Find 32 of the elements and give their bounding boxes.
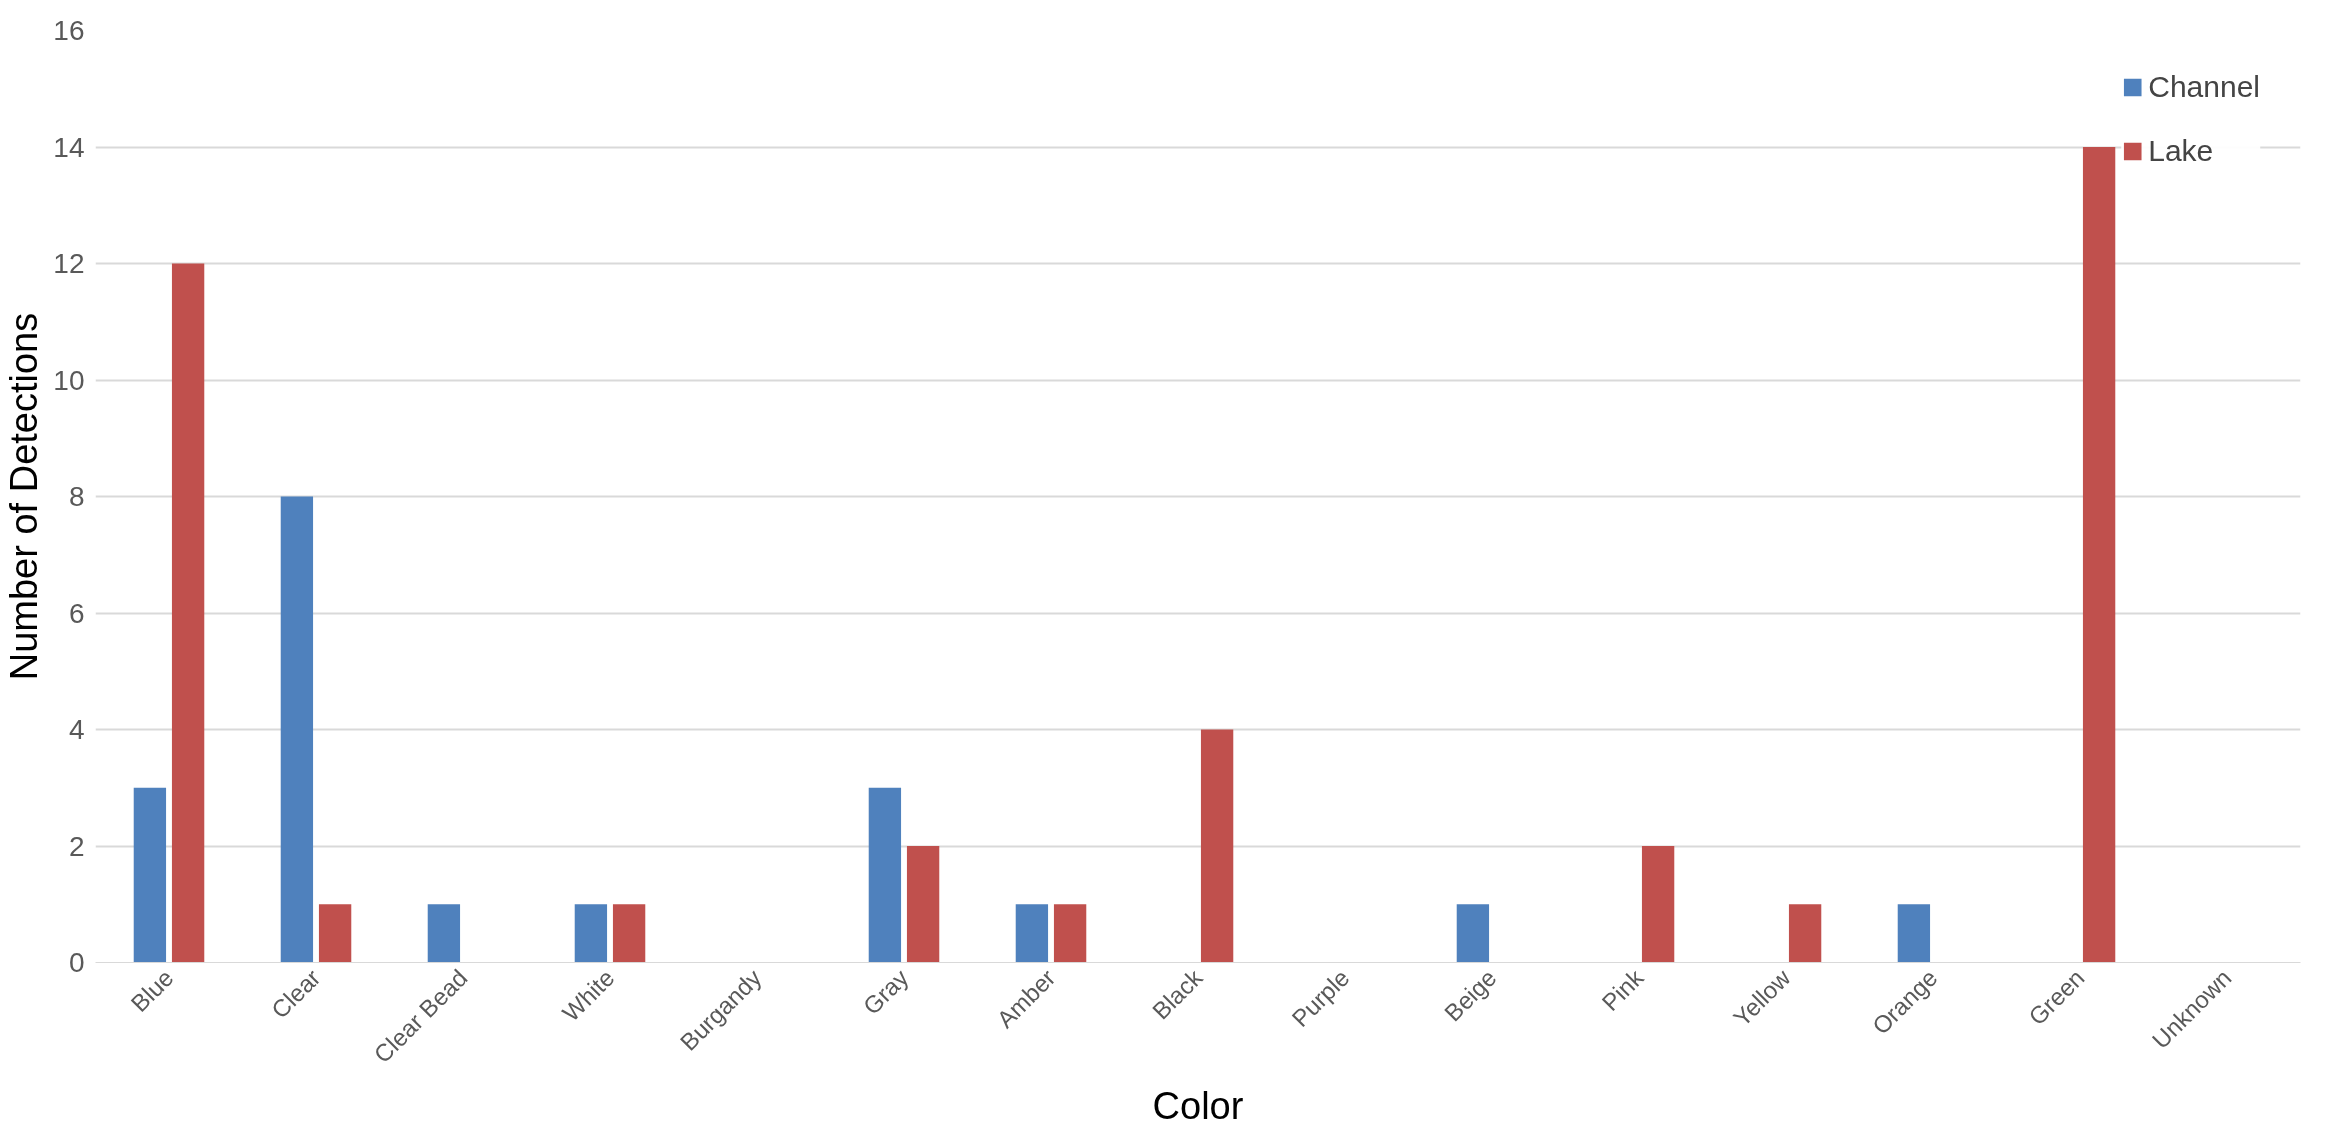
bar (1641, 846, 1675, 963)
y-tick-label: 4 (68, 714, 85, 745)
bar (1015, 904, 1049, 963)
legend-label: Lake (2148, 134, 2214, 168)
y-tick-label: 6 (68, 597, 85, 629)
bar (1897, 904, 1931, 963)
y-tick-label: 0 (68, 947, 85, 978)
bar (1200, 729, 1234, 963)
y-axis-title: Number of Detections (3, 312, 46, 681)
bar (1456, 904, 1490, 963)
x-axis-title: Color (1152, 1085, 1244, 1128)
bar (427, 904, 461, 963)
bar (1788, 904, 1822, 963)
bar (612, 904, 646, 963)
x-tick-label: Blue (125, 963, 179, 1018)
bar (280, 496, 314, 963)
bar (906, 846, 940, 963)
y-tick-label: 8 (68, 481, 85, 512)
y-tick-label: 2 (68, 830, 85, 862)
y-tick-label: 10 (53, 364, 85, 396)
bar (133, 787, 167, 963)
y-tick-label: 16 (53, 15, 85, 46)
bar (868, 787, 902, 963)
bar (1053, 904, 1087, 963)
legend-label: Channel (2148, 70, 2260, 104)
y-tick-label: 14 (53, 131, 85, 163)
bar (574, 904, 608, 963)
bar (171, 263, 205, 963)
bar (2082, 147, 2116, 963)
bar (318, 904, 352, 963)
y-tick-label: 12 (53, 248, 85, 279)
x-tick-label: Pink (1596, 963, 1650, 1017)
